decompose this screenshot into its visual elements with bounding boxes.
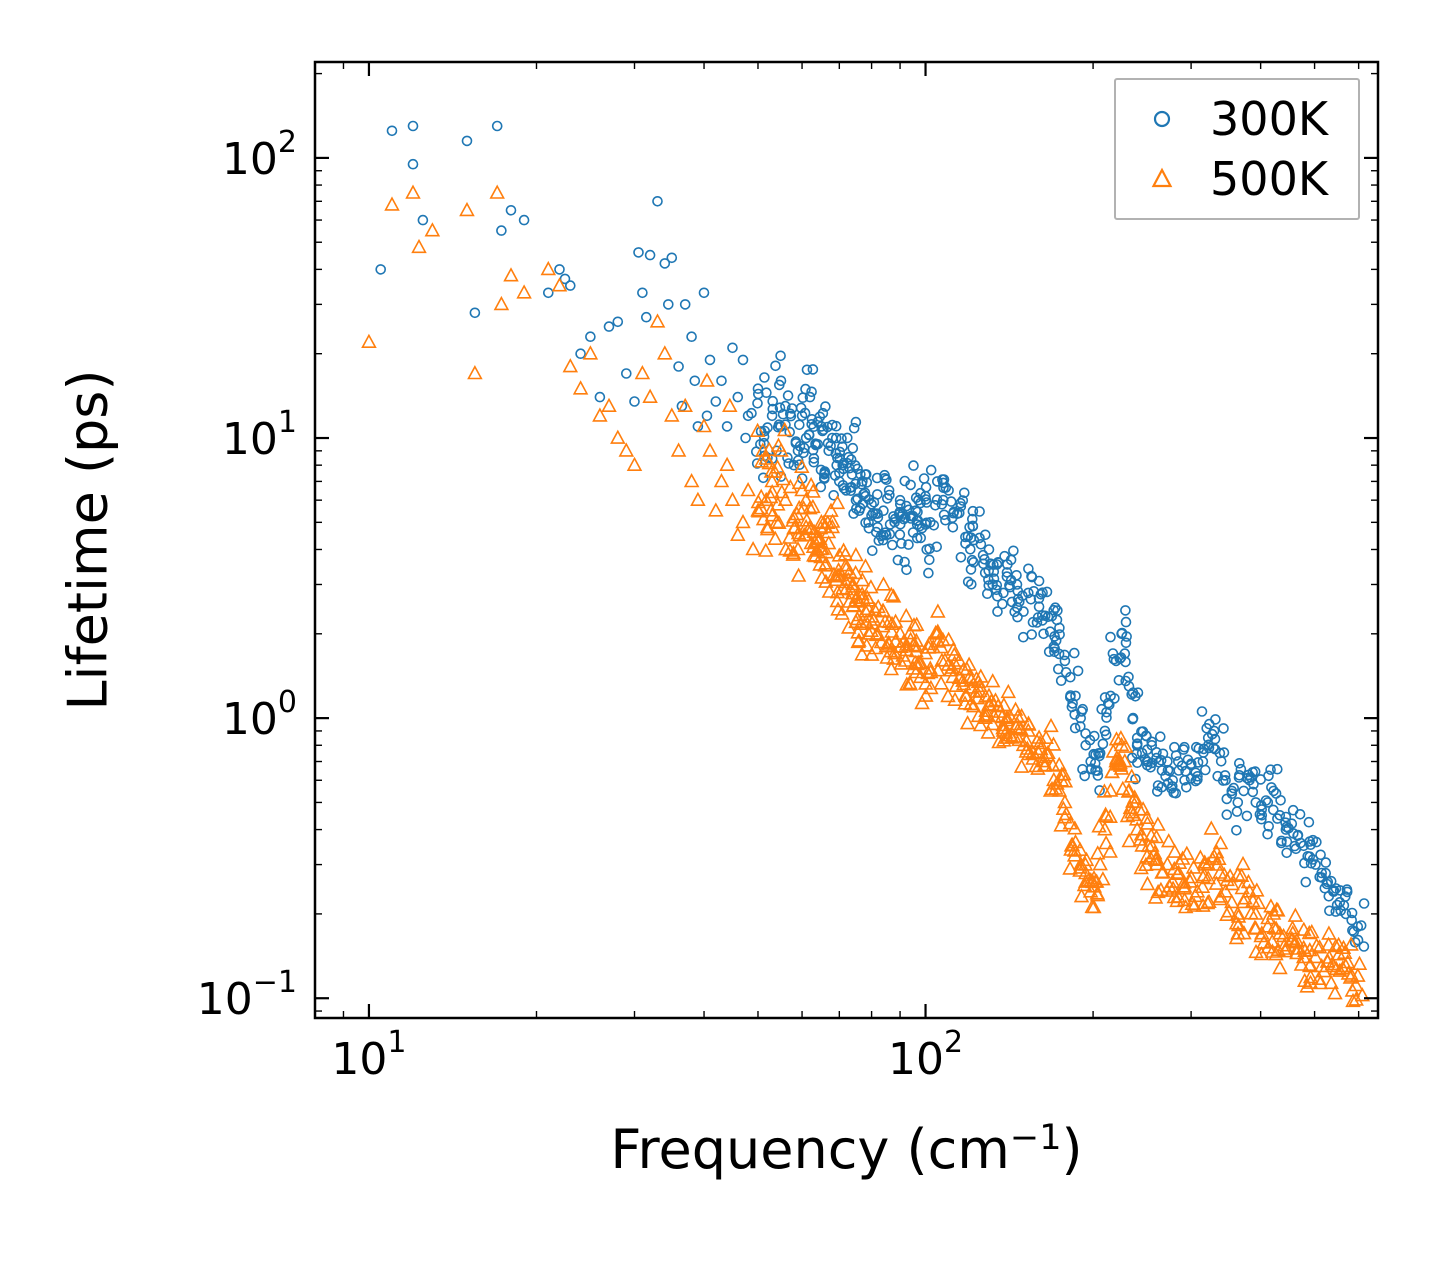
y-axis-label: Lifetime (ps) (56, 369, 120, 711)
x-axis-label: Frequency (cm−1) (315, 1118, 1378, 1181)
x-axis-label-suffix: ) (1061, 1118, 1083, 1181)
legend-entry-300k: 300K (1136, 92, 1328, 146)
x-axis-label-text: Frequency (cm (610, 1118, 1010, 1181)
legend-entry-500k: 500K (1136, 152, 1328, 206)
legend-label-300k: 300K (1210, 92, 1328, 146)
svg-text:101: 101 (222, 405, 297, 465)
svg-text:102: 102 (222, 125, 297, 185)
triangle-marker-icon (1151, 167, 1173, 188)
svg-text:101: 101 (331, 1025, 406, 1085)
circle-marker-icon (1153, 110, 1171, 128)
svg-text:100: 100 (222, 685, 297, 745)
legend: 300K 500K (1114, 78, 1360, 220)
svg-text:102: 102 (888, 1025, 963, 1085)
legend-label-500k: 500K (1210, 152, 1328, 206)
x-axis-label-superscript: −1 (1009, 1118, 1062, 1158)
svg-text:10−1: 10−1 (197, 965, 297, 1025)
